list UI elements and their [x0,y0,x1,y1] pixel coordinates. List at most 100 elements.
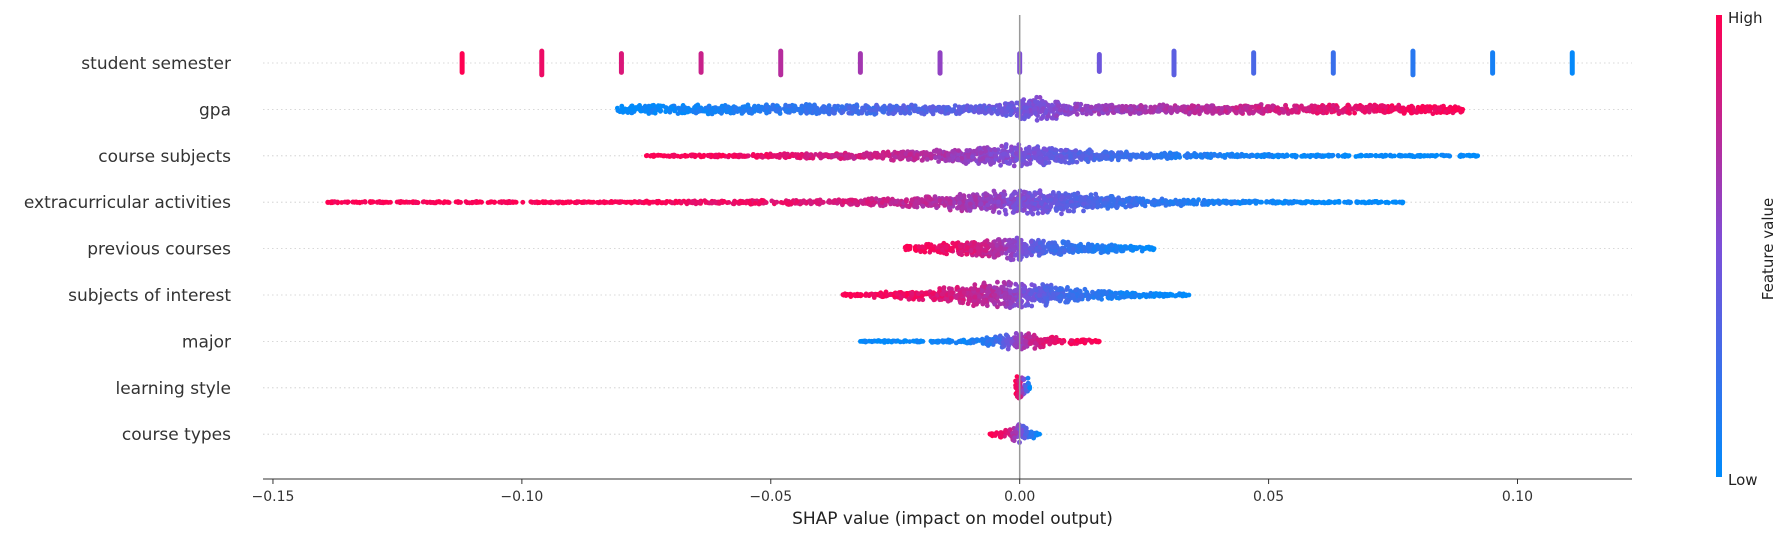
shap-point [840,109,846,115]
shap-point [574,200,580,205]
shap-point [1080,153,1085,159]
shap-point [1405,107,1410,113]
shap-point [756,103,761,109]
shap-point [1192,153,1197,158]
shap-point [1330,103,1336,108]
shap-point [1045,102,1051,108]
shap-point [1358,153,1364,159]
shap-point [1159,104,1164,110]
shap-point [663,109,669,115]
shap-point [948,107,953,113]
shap-point [957,191,963,197]
shap-point [1412,154,1418,160]
shap-point [868,107,874,113]
shap-point [1159,153,1165,158]
shap-point [1355,104,1361,110]
shap-point [679,153,685,159]
shap-point [987,107,992,113]
shap-point [1284,153,1290,159]
shap-point [936,159,941,164]
shap-point [1037,95,1043,100]
shap-point [1399,105,1405,111]
shap-point [1065,208,1071,214]
shap-point [936,150,942,156]
shap-point [985,202,991,208]
shap-point [1096,107,1102,112]
shap-point [891,111,896,117]
shap-point [884,151,890,157]
shap-point [1390,199,1396,205]
shap-point [1350,106,1355,112]
shap-point [497,199,502,205]
shap-point [1081,201,1086,207]
shap-point [699,153,705,159]
shap-point [513,199,519,205]
shap-point [697,108,702,114]
shap-point [764,110,769,116]
shap-point [967,208,973,213]
shap-point [955,157,961,162]
shap-point [1034,117,1040,123]
shap-point [1224,200,1229,206]
shap-point [985,196,991,202]
shap-point [997,240,1002,246]
shap-point [1110,202,1115,208]
shap-point [1432,107,1438,112]
shap-point [684,106,690,112]
shap-point [1009,108,1015,114]
shap-point [689,153,694,159]
shap-point [964,251,969,257]
shap-point [625,107,631,112]
shap-point [740,109,746,115]
shap-point [1232,199,1238,205]
shap-point [1026,114,1031,119]
shap-point [1300,200,1305,206]
shap-point [651,102,656,108]
shap-point [1458,154,1463,160]
shap-point [1102,149,1108,155]
shap-point [973,194,978,200]
shap-point [898,153,904,159]
shap-point [988,151,994,157]
shap-point [1258,154,1264,160]
shap-point [1256,109,1262,114]
shap-point [832,198,838,204]
shap-point [458,200,463,205]
shap-point [1383,104,1389,110]
shap-point [763,200,769,206]
shap-point [884,198,890,204]
shap-point [651,153,657,158]
shap-point [1122,153,1128,158]
shap-point [1035,210,1041,216]
shap-point [1031,150,1037,156]
shap-point [1148,109,1153,115]
shap-point [1322,153,1328,159]
shap-point [1173,152,1179,158]
shap-point [937,154,942,160]
shap-point [325,199,331,205]
shap-point [1155,109,1161,114]
shap-point [990,209,996,215]
shap-point [1234,105,1240,111]
shap-point [532,199,538,205]
shap-point [1024,105,1029,111]
shap-point [1355,199,1361,205]
shap-point [1098,154,1104,160]
shap-point [1373,108,1378,114]
shap-point [760,154,765,160]
shap-point [675,199,680,205]
shap-point [1058,148,1064,153]
shap-point [1208,151,1214,157]
shap-point [629,200,634,206]
shap-point [1267,105,1273,111]
shap-point [968,104,974,110]
shap-point [1373,153,1379,159]
shap-point [1223,108,1228,114]
shap-point [1025,154,1031,160]
shap-point [1454,107,1459,113]
shap-point [951,200,957,205]
shap-point [1042,146,1047,152]
shap-point [1025,101,1031,107]
shap-point [1024,161,1029,167]
shap-point [394,199,400,205]
